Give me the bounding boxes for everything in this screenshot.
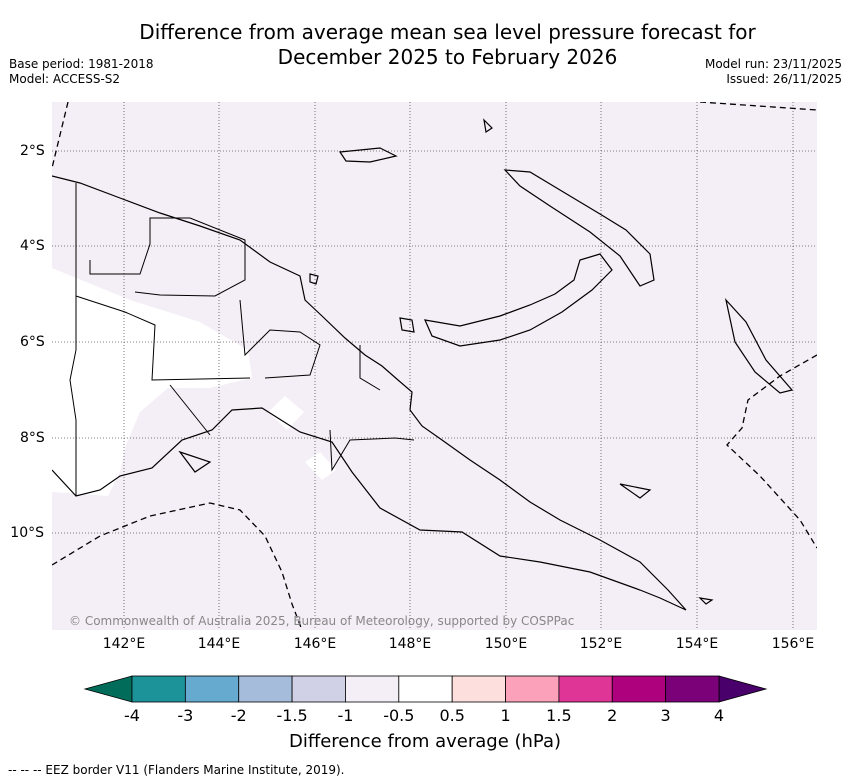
lon-label: 152°E [579,636,623,652]
lon-label: 154°E [675,636,719,652]
colorbar-tick: -1.5 [276,706,308,725]
colorbar-segment [505,675,560,703]
title-line-1: Difference from average mean sea level p… [139,20,756,44]
lat-label: 8°S [20,430,45,446]
map-title: Difference from average mean sea level p… [0,20,850,70]
colorbar-tick: 3 [660,706,671,725]
graticule [52,102,817,630]
colorbar-segment [291,675,346,703]
issued-date: Issued: 26/11/2025 [726,72,842,86]
lon-label: 156°E [771,636,815,652]
colorbar-label: Difference from average (hPa) [288,731,562,752]
colorbar-under-arrow [83,675,133,703]
manus-coast [338,147,398,163]
borders [69,183,415,496]
base-info: Base period: 1981-2018 Model: ACCESS-S2 [9,57,154,87]
colorbar-segment [238,675,293,703]
colorbar-tick: 4 [713,706,725,725]
colorbar-tick: 1 [500,706,511,725]
base-period: Base period: 1981-2018 [9,57,154,71]
lat-label: 4°S [20,238,45,254]
lon-label: 150°E [484,636,528,652]
colorbar-tick: -1 [337,706,354,725]
colorbar-segment [131,675,186,703]
colorbar-segment [451,675,506,703]
model-name: Model: ACCESS-S2 [9,72,121,86]
model-run: Model run: 23/11/2025 [704,57,842,71]
lon-label: 146°E [293,636,337,652]
neutral-anomaly-region [52,268,336,496]
run-info: Model run: 23/11/2025 Issued: 26/11/2025 [705,57,842,87]
copyright-notice: © Commonwealth of Australia 2025, Bureau… [69,614,575,628]
colorbar-segment [558,675,613,703]
eez-legend: -- -- -- EEZ border V11 (Flanders Marine… [8,763,345,777]
colorbar-tick: 1.5 [546,706,572,725]
new-britain-coast [424,253,613,347]
colorbar-tick: -3 [177,706,194,725]
lon-label: 144°E [197,636,241,652]
colorbar-tick: 2 [607,706,618,725]
colorbar-segment [184,675,240,703]
colorbar-segment [665,675,720,703]
bougainville-coast [724,297,794,394]
lon-label: 148°E [388,636,432,652]
colorbar-segment [611,675,667,703]
islands [178,118,714,605]
lat-label: 10°S [10,525,44,541]
colorbar-tick: -4 [124,706,140,725]
title-line-2: December 2025 to February 2026 [277,45,618,69]
coastlines [52,118,794,611]
colorbar [83,675,768,703]
colorbar-segment [345,675,400,703]
colorbar-tick: 0.5 [439,706,465,725]
lat-label: 2°S [20,143,45,159]
colorbar-over-arrow [718,675,768,703]
colorbar-tick: -0.5 [383,706,415,725]
lon-label: 142°E [102,636,146,652]
new-ireland-coast [503,169,655,287]
new-guinea-coast [52,175,687,611]
colorbar-segment [398,675,453,703]
eez-borders [52,102,817,630]
colorbar-tick: -2 [230,706,247,725]
lat-label: 6°S [20,334,45,350]
